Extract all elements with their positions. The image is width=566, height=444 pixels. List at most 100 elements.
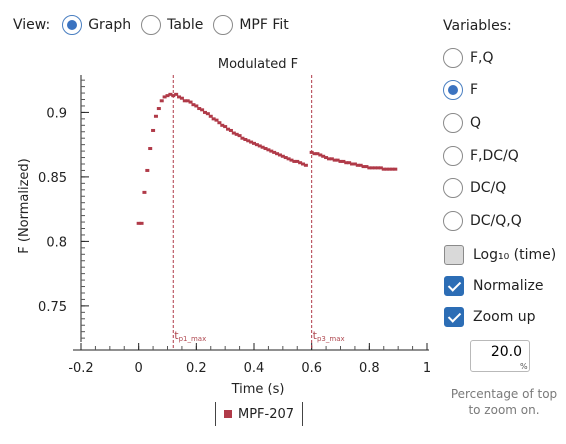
y-minor-ticks [81,79,85,339]
data-point [252,141,256,145]
variable-option-dc-q[interactable]: DC/Q [443,178,506,198]
data-point [344,161,349,165]
data-point [318,153,323,157]
y-axis-ticks: 0.75 0.8 0.85 0.9 [38,106,89,315]
data-point [269,149,274,153]
zoom-help-text: Percentage of top to zoom on. [450,387,558,417]
data-point [226,127,231,131]
data-point [277,153,282,157]
f-dc-q-radio[interactable] [443,146,463,166]
f-radio[interactable] [443,80,463,100]
variable-option-f-dc-q[interactable]: F,DC/Q [443,146,519,166]
data-point [378,166,383,170]
data-point [352,162,357,166]
data-point [211,117,216,121]
modulated-f-chart: Modulated F -0.2 0 0.2 0.4 0.6 0.8 1 0.750.80.… [17,57,431,397]
zoom-up-option[interactable]: Zoom up [443,307,536,327]
data-point [335,158,340,162]
data-point [145,168,150,172]
data-point [168,92,173,96]
mpf-fit-radio[interactable] [213,15,234,35]
zoom-unit-label: % [520,362,528,371]
data-point [197,107,202,111]
x-tick-label: 0.6 [301,361,322,376]
data-point [326,157,331,161]
view-selector: View: Graph Table MPF Fit [13,12,289,38]
log-time-option[interactable]: Log₁₀ (time) [443,245,556,265]
data-point [292,159,297,163]
variable-option-q[interactable]: Q [443,113,481,133]
data-point [390,167,395,171]
data-point [205,112,210,116]
normalize-checkbox[interactable] [444,276,464,296]
data-point [375,166,380,170]
data-point [194,104,199,108]
data-point [309,150,314,154]
data-point [153,114,158,118]
chart-title: Modulated F [218,57,298,72]
data-point [142,190,147,194]
normalize-label: Normalize [473,278,544,294]
log-time-checkbox[interactable] [444,245,464,265]
peak-marker-label: tp1_max [174,329,206,343]
data-point [263,147,268,151]
view-option-mpf-fit[interactable]: MPF Fit [213,15,289,35]
data-point [148,147,153,151]
data-point [151,128,156,132]
data-point [249,140,254,144]
data-point [179,96,184,100]
data-point [387,167,392,171]
y-tick-label: 0.85 [38,171,67,186]
data-point [257,144,262,148]
data-point [280,154,285,158]
data-point [272,150,277,154]
view-option-table[interactable]: Table [141,15,209,35]
data-point [254,143,259,147]
graph-label: Graph [88,17,132,33]
data-point [208,114,213,118]
data-point [136,221,141,225]
legend-swatch [224,410,232,418]
data-point [275,152,280,156]
data-point [329,157,334,161]
dc-q-q-label: DC/Q,Q [470,213,522,229]
normalize-option[interactable]: Normalize [443,276,544,296]
data-point [347,161,352,165]
data-point [159,99,164,103]
data-point [171,94,176,98]
data-point [266,148,271,152]
data-point [214,118,219,122]
zoom-up-checkbox[interactable] [444,307,464,327]
variable-option-f-q[interactable]: F,Q [443,48,494,68]
data-point [162,95,167,99]
q-label: Q [470,115,482,131]
q-radio[interactable] [443,113,463,133]
data-point [341,159,346,163]
table-radio[interactable] [141,15,162,35]
dc-q-label: DC/Q [470,180,507,196]
dc-q-q-radio[interactable] [443,211,463,231]
variable-option-f[interactable]: F [443,80,478,100]
view-option-graph[interactable]: Graph [62,15,137,35]
y-tick-label: 0.75 [38,300,67,315]
data-point [373,166,378,170]
data-point [393,167,398,171]
data-point [286,157,291,161]
data-point [220,123,225,127]
graph-radio[interactable] [62,15,83,35]
f-q-radio[interactable] [443,48,463,68]
variable-option-dc-q-q[interactable]: DC/Q,Q [443,211,522,231]
legend-series-label: MPF-207 [238,406,295,422]
data-point [202,110,207,114]
f-q-label: F,Q [470,50,494,66]
dc-q-radio[interactable] [443,178,463,198]
zoom-percentage-input[interactable] [470,340,530,372]
data-point [312,152,317,156]
data-point [182,99,187,103]
x-axis-ticks: -0.2 0 0.2 0.4 0.6 0.8 1 [68,343,431,376]
data-point [358,163,363,167]
data-point [315,152,320,156]
f-dc-q-label: F,DC/Q [470,148,519,164]
data-point [243,137,248,141]
data-point [191,103,196,107]
